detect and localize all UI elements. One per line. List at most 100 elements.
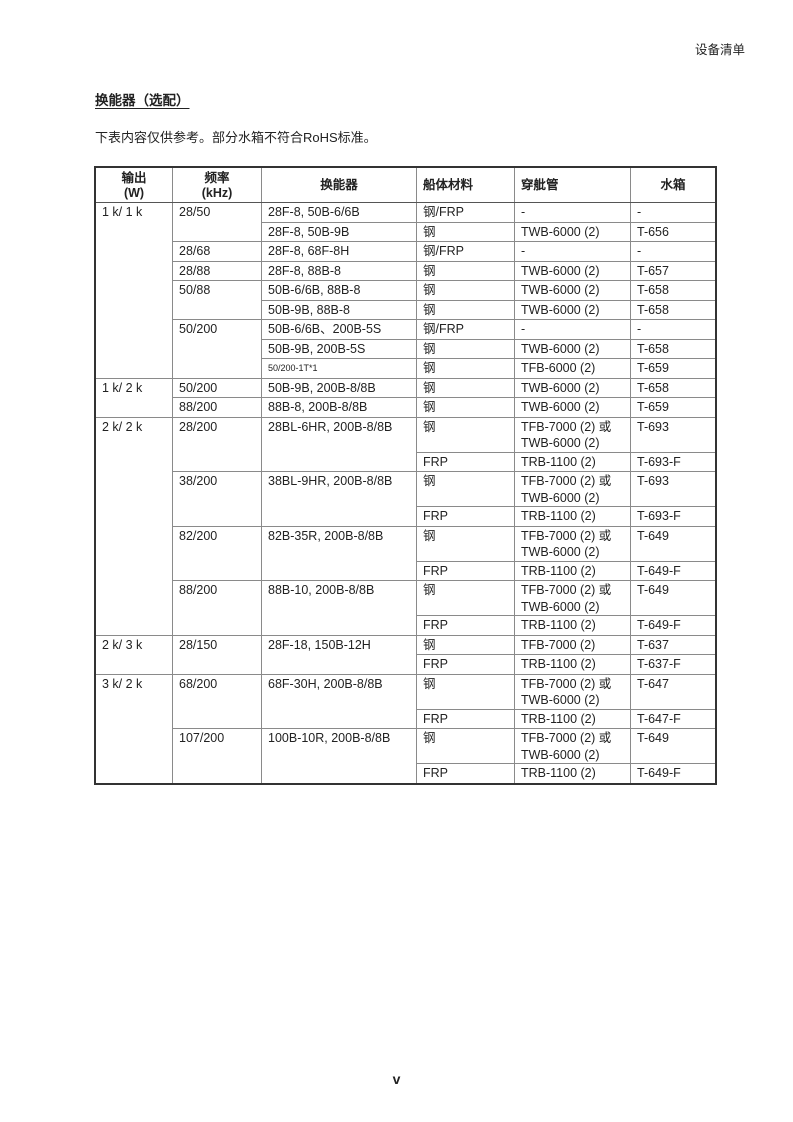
table-cell: 28F-8, 50B-6/6B [261,202,417,223]
table-cell: T-649-F [630,763,717,784]
table-cell: FRP [416,451,515,472]
table-cell: 28F-18, 150B-12H [261,634,417,675]
table-cell: 28/150 [172,634,262,675]
table-cell: 88/200 [172,397,262,418]
table-cell: TRB-1100 (2) [514,654,631,675]
table-cell: TRB-1100 (2) [514,615,631,636]
table-row: FRP TRB-1100 (2) T-649-F [95,560,717,581]
table-cell: TWB-6000 (2) [514,397,631,418]
table-cell: TWB-6000 (2) [514,260,631,281]
table-row: FRP TRB-1100 (2) T-693-F [95,451,717,472]
table-cell: 钢 [416,299,515,320]
table-cell: - [630,319,717,340]
table-cell: 50B-6/6B, 88B-8 [261,280,417,301]
table-row: 3 k/ 2 k 68/200 68F-30H, 200B-8/8B 钢 TFB-700… [94,673,717,784]
table-cell: 3 k/ 2 k [94,673,173,784]
table-cell: TFB-7000 (2) 或 TWB-6000 (2) [514,416,631,453]
table-cell: 28BL-6HR, 200B-8/8B [261,416,417,472]
table-cell: 钢 [416,260,515,281]
table-row: FRP TRB-1100 (2) T-649-F [95,763,717,784]
header-thru-hull-pipe: 穿舭管 [514,166,631,203]
table-cell: TWB-6000 (2) [514,299,631,320]
table-cell: 钢 [416,673,515,710]
table-row: 28/68 28F-8, 68F-8H 钢/FRP - - [95,241,717,262]
table-row: 1 k/ 1 k 28/50 28F-8, 50B-6/6B 钢/FRP - - [94,202,717,379]
page-number: v [392,1071,401,1087]
table-cell: TFB-7000 (2) 或 TWB-6000 (2) [514,673,631,710]
table-cell: T-658 [630,338,717,359]
table-cell: 钢 [416,338,515,359]
table-cell: 钢 [416,580,515,616]
table-cell: 28/50 [172,202,262,242]
table-cell: - [514,319,631,340]
table-cell: 1 k/ 1 k [94,202,173,379]
table-row: FRP TRB-1100 (2) T-693-F [95,506,717,527]
table-cell: FRP [416,615,515,636]
table-row: 38/200 38BL-9HR, 200B-8/8B 钢 TFB-7000 (2) 或… [95,471,717,527]
table-cell: T-647-F [630,708,717,729]
header-transducer: 换能器 [261,166,417,203]
table-header-row: 输出 (W) 频率 (kHz) 换能器 船体材料 穿舭管 水箱 [94,166,717,203]
table-cell: 100B-10R, 200B-8/8B [261,728,417,784]
table-cell: TWB-6000 (2) [514,338,631,359]
table-cell: 钢 [416,397,515,418]
table-cell: T-659 [630,358,717,379]
table-cell: TFB-7000 (2) [514,634,631,655]
table-cell: 107/200 [172,728,262,784]
table-row: 82/200 82B-35R, 200B-8/8B 钢 TFB-7000 (2) 或 … [95,525,717,581]
table-cell: FRP [416,654,515,675]
table-cell: TWB-6000 (2) [514,377,631,398]
table-row: 107/200 100B-10R, 200B-8/8B 钢 TFB-7000 (2) … [95,728,717,784]
table-cell: 钢 [416,221,515,242]
table-cell: T-656 [630,221,717,242]
table-cell: 28/68 [172,241,262,262]
table-cell: 50/200-1T*1 [261,358,417,379]
table-cell: T-637-F [630,654,717,675]
table-cell: 钢/FRP [416,241,515,262]
table-cell: 2 k/ 3 k [94,634,173,675]
table-cell: 82/200 [172,525,262,581]
header-hull-material: 船体材料 [416,166,515,203]
table-cell: 2 k/ 2 k [94,416,173,636]
table-cell: - [630,202,717,223]
table-cell: TRB-1100 (2) [514,451,631,472]
table-cell: T-658 [630,299,717,320]
table-row: FRP TRB-1100 (2) T-649-F [95,615,717,636]
table-cell: 38BL-9HR, 200B-8/8B [261,471,417,527]
table-cell: T-649-F [630,560,717,581]
table-cell: 28F-8, 50B-9B [261,221,417,242]
running-header: 设备清单 [694,43,745,57]
table-row: 28/88 28F-8, 88B-8 钢 TWB-6000 (2) T-657 [95,260,717,281]
table-row: 88/200 88B-8, 200B-8/8B 钢 TWB-6000 (2) T-659 [95,397,717,418]
table-row: FRP TRB-1100 (2) T-647-F [95,708,717,729]
table-cell: 88B-10, 200B-8/8B [261,580,417,636]
table-row: 2 k/ 3 k 28/150 28F-18, 150B-12H 钢 TFB-7000 … [94,634,717,675]
table-cell: T-649 [630,580,717,616]
table-cell: TFB-6000 (2) [514,358,631,379]
table-cell: TFB-7000 (2) 或 TWB-6000 (2) [514,728,631,764]
header-frequency: 频率 (kHz) [172,166,262,203]
table-cell: 钢 [416,728,515,764]
table-cell: - [514,241,631,262]
table-cell: T-693-F [630,506,717,527]
table-cell: 82B-35R, 200B-8/8B [261,525,417,581]
table-cell: T-637 [630,634,717,655]
table-cell: 28/200 [172,416,262,472]
table-cell: - [630,241,717,262]
table-cell: TWB-6000 (2) [514,280,631,301]
table-cell: 50/200 [172,319,262,379]
table-cell: 88B-8, 200B-8/8B [261,397,417,418]
table-cell: 50B-6/6B、200B-5S [261,319,417,340]
table-cell: TFB-7000 (2) 或 TWB-6000 (2) [514,471,631,507]
table-cell: FRP [416,708,515,729]
table-cell: T-649-F [630,615,717,636]
table-cell: 28F-8, 88B-8 [261,260,417,281]
table-cell: T-657 [630,260,717,281]
table-cell: 钢 [416,525,515,562]
table-cell: FRP [416,763,515,784]
table-cell: 1 k/ 2 k [94,377,173,418]
table-cell: 钢/FRP [416,202,515,223]
table-cell: T-649 [630,728,717,764]
table-body: 1 k/ 1 k 28/50 28F-8, 50B-6/6B 钢/FRP - -28F-8… [94,202,717,784]
table-cell: TFB-7000 (2) 或 TWB-6000 (2) [514,525,631,562]
